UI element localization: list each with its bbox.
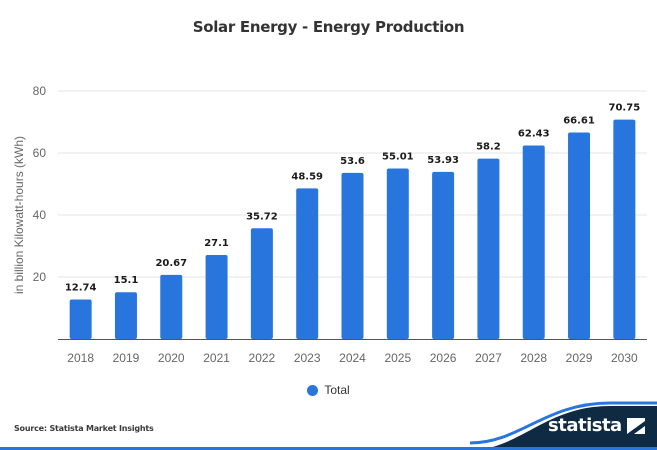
chart-title: Solar Energy - Energy Production bbox=[192, 18, 465, 36]
x-axis-ticks: 2018 2019 2020 2021 2022 2023 2024 2025 2026 2027… bbox=[67, 351, 638, 365]
bar-2022[interactable] bbox=[250, 228, 273, 339]
bar-2019[interactable] bbox=[114, 292, 137, 339]
data-label: 15.1 bbox=[114, 275, 139, 286]
y-axis-title: in billion Kilowatt-hours (kWh) bbox=[12, 136, 26, 294]
data-label: 48.59 bbox=[291, 171, 323, 182]
data-label: 53.93 bbox=[427, 155, 459, 166]
legend-label: Total bbox=[324, 383, 350, 397]
data-label: 58.2 bbox=[476, 142, 501, 153]
bar-2030[interactable] bbox=[613, 119, 636, 339]
data-label: 20.67 bbox=[155, 258, 187, 269]
data-label: 27.1 bbox=[204, 238, 229, 249]
y-axis-ticks: 20 40 60 80 bbox=[33, 84, 47, 284]
y-tick-label: 80 bbox=[33, 84, 47, 98]
bar-2027[interactable] bbox=[477, 158, 500, 339]
x-tick-label: 2029 bbox=[566, 351, 593, 365]
bar-2018[interactable] bbox=[69, 299, 92, 339]
legend-marker-icon bbox=[307, 384, 319, 396]
y-tick-label: 40 bbox=[33, 208, 47, 222]
x-tick-label: 2023 bbox=[294, 351, 321, 365]
data-label: 70.75 bbox=[609, 103, 641, 114]
footer-banner bbox=[0, 401, 657, 450]
bar-2020[interactable] bbox=[160, 274, 183, 339]
x-tick-label: 2024 bbox=[339, 351, 366, 365]
brand-name: statista bbox=[548, 415, 622, 436]
x-tick-label: 2019 bbox=[113, 351, 140, 365]
data-label: 35.72 bbox=[246, 211, 278, 222]
y-tick-label: 60 bbox=[33, 146, 47, 160]
data-labels: 12.74 15.1 20.67 27.1 35.72 48.59 53.6 55.01 53.… bbox=[65, 103, 640, 294]
x-tick-label: 2020 bbox=[158, 351, 185, 365]
x-tick-label: 2028 bbox=[520, 351, 547, 365]
bar-chart: 20 40 60 80 in billion Kilowatt-hours (kWh)… bbox=[12, 84, 647, 365]
x-tick-label: 2026 bbox=[430, 351, 457, 365]
statista-logo[interactable]: statista bbox=[548, 415, 645, 436]
bar-2026[interactable] bbox=[432, 171, 455, 339]
y-tick-label: 20 bbox=[33, 270, 47, 284]
bar-2025[interactable] bbox=[386, 168, 409, 339]
x-tick-label: 2025 bbox=[384, 351, 411, 365]
legend[interactable]: Total bbox=[0, 383, 657, 397]
x-tick-label: 2018 bbox=[67, 351, 94, 365]
statista-logo-icon bbox=[626, 417, 645, 434]
data-label: 66.61 bbox=[563, 116, 595, 127]
x-tick-label: 2027 bbox=[475, 351, 502, 365]
bar-2021[interactable] bbox=[205, 254, 228, 339]
bar-2028[interactable] bbox=[522, 145, 545, 339]
data-label: 55.01 bbox=[382, 151, 414, 162]
bars bbox=[69, 119, 636, 339]
data-label: 53.6 bbox=[340, 156, 365, 167]
x-tick-label: 2022 bbox=[249, 351, 276, 365]
bar-2024[interactable] bbox=[341, 172, 364, 339]
data-label: 12.74 bbox=[65, 283, 97, 294]
x-tick-label: 2030 bbox=[611, 351, 638, 365]
x-tick-label: 2021 bbox=[203, 351, 230, 365]
data-label: 62.43 bbox=[518, 128, 550, 139]
bar-2023[interactable] bbox=[296, 188, 319, 339]
source-text: Source: Statista Market Insights bbox=[14, 424, 154, 433]
bar-2029[interactable] bbox=[568, 132, 591, 339]
